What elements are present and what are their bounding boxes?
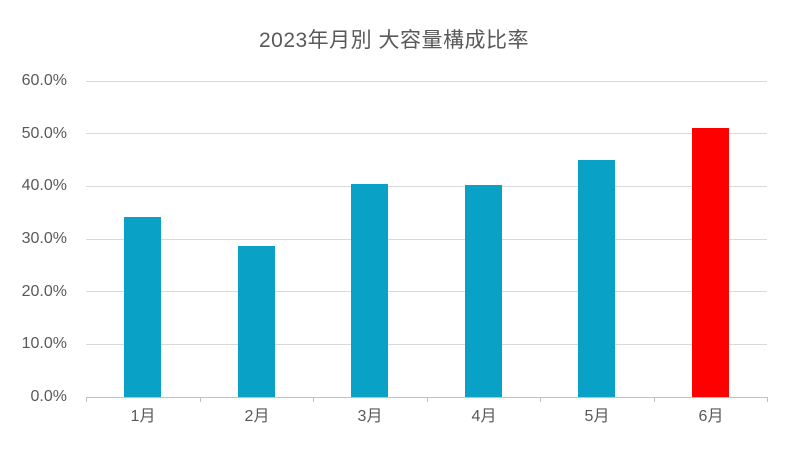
y-axis-tick-label: 60.0% bbox=[21, 72, 67, 89]
x-axis-tick-mark bbox=[540, 397, 541, 402]
gridline-40.0% bbox=[86, 185, 767, 187]
chart-title: 2023年月別 大容量構成比率 bbox=[258, 29, 530, 52]
y-axis-tick-label: 30.0% bbox=[21, 230, 67, 247]
bar-4月 bbox=[465, 185, 502, 397]
x-axis-category-label: 1月 bbox=[130, 408, 156, 425]
gridline-30.0% bbox=[86, 238, 767, 240]
x-axis-tick-mark bbox=[654, 397, 655, 402]
y-axis-tick-label: 20.0% bbox=[21, 282, 67, 300]
gridline-60.0% bbox=[86, 80, 767, 82]
gridline-20.0% bbox=[86, 291, 767, 293]
x-axis-tick-mark bbox=[313, 397, 314, 402]
gridline-10.0% bbox=[86, 343, 767, 345]
bar-2月 bbox=[238, 245, 275, 397]
x-axis-category-label: 2月 bbox=[244, 408, 270, 425]
x-axis-category-label: 3月 bbox=[357, 408, 383, 425]
x-axis-category-label: 5月 bbox=[584, 408, 610, 425]
y-axis-tick-label: 50.0% bbox=[21, 124, 67, 142]
bar-5月 bbox=[578, 160, 615, 397]
x-axis-tick-mark bbox=[200, 397, 201, 402]
y-axis-tick-label: 0.0% bbox=[30, 388, 67, 405]
gridline-50.0% bbox=[86, 133, 767, 135]
x-axis-tick-mark bbox=[427, 397, 428, 402]
x-axis-tick-mark bbox=[767, 397, 768, 402]
x-axis-category-label: 4月 bbox=[471, 408, 497, 425]
bar-3月 bbox=[351, 184, 388, 397]
x-axis-tick-mark bbox=[86, 397, 87, 402]
bar-1月 bbox=[124, 216, 161, 397]
y-axis-tick-label: 10.0% bbox=[21, 335, 67, 353]
bar-6月 bbox=[692, 128, 729, 397]
y-axis-tick-label: 40.0% bbox=[21, 177, 67, 195]
x-axis-category-label: 6月 bbox=[698, 408, 724, 425]
